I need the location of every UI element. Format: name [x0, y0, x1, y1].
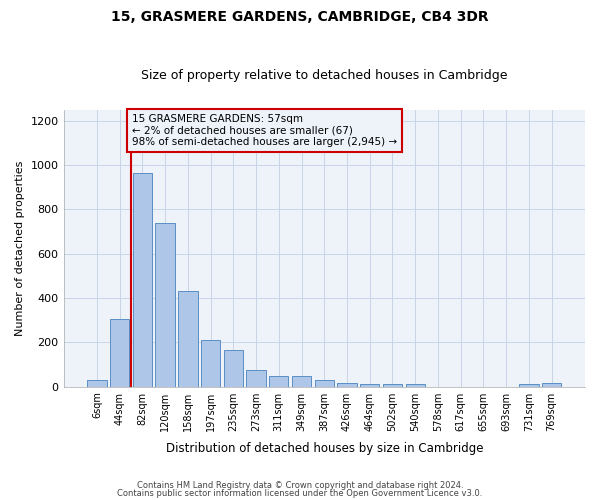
Text: Contains HM Land Registry data © Crown copyright and database right 2024.: Contains HM Land Registry data © Crown c…	[137, 481, 463, 490]
Bar	[269, 376, 289, 386]
Bar	[110, 319, 130, 386]
Y-axis label: Number of detached properties: Number of detached properties	[15, 160, 25, 336]
Bar	[292, 376, 311, 386]
Bar	[519, 384, 539, 386]
Bar	[406, 384, 425, 386]
Text: 15 GRASMERE GARDENS: 57sqm
← 2% of detached houses are smaller (67)
98% of semi-: 15 GRASMERE GARDENS: 57sqm ← 2% of detac…	[132, 114, 397, 147]
Bar	[155, 222, 175, 386]
Bar	[360, 384, 379, 386]
Bar	[337, 382, 356, 386]
X-axis label: Distribution of detached houses by size in Cambridge: Distribution of detached houses by size …	[166, 442, 483, 455]
Bar	[542, 384, 561, 386]
Bar	[87, 380, 107, 386]
Bar	[224, 350, 243, 387]
Bar	[383, 384, 402, 386]
Bar	[178, 292, 197, 386]
Title: Size of property relative to detached houses in Cambridge: Size of property relative to detached ho…	[141, 69, 508, 82]
Bar	[314, 380, 334, 386]
Text: Contains public sector information licensed under the Open Government Licence v3: Contains public sector information licen…	[118, 488, 482, 498]
Text: 15, GRASMERE GARDENS, CAMBRIDGE, CB4 3DR: 15, GRASMERE GARDENS, CAMBRIDGE, CB4 3DR	[111, 10, 489, 24]
Bar	[247, 370, 266, 386]
Bar	[133, 172, 152, 386]
Bar	[201, 340, 220, 386]
